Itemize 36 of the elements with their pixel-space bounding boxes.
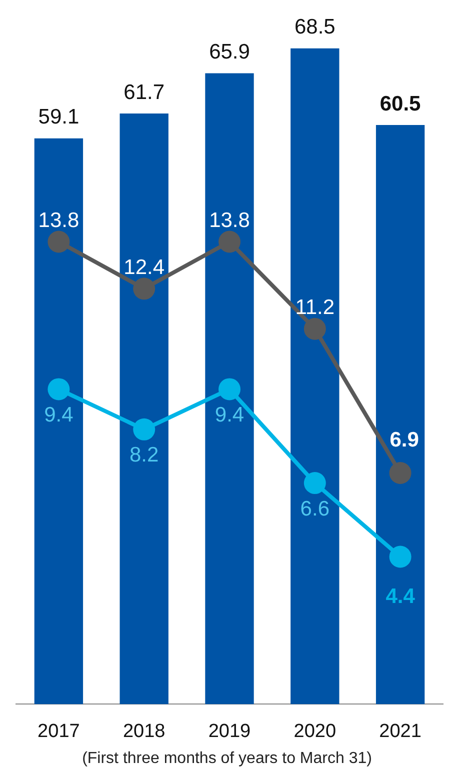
x-tick-label: 2018: [122, 720, 166, 742]
bar: [120, 113, 168, 704]
point: [48, 230, 70, 253]
point: [133, 418, 156, 440]
point: [218, 230, 240, 253]
data-label: 12.4: [124, 256, 165, 279]
data-label: 9.4: [214, 404, 244, 427]
point: [133, 278, 156, 300]
data-label: 6.6: [300, 497, 330, 520]
data-label: 6.9: [390, 428, 419, 452]
data-label: 11.2: [295, 296, 335, 320]
point: [389, 462, 412, 484]
x-tick-label: 2019: [208, 720, 251, 742]
point: [218, 378, 240, 400]
text: (First three months of years to March 31): [81, 750, 373, 768]
data-label: 9.4: [44, 404, 74, 427]
data-label: 68.5: [294, 16, 336, 39]
x-tick-label: 2021: [379, 720, 422, 742]
point: [389, 546, 412, 568]
point: [304, 472, 326, 494]
point: [304, 318, 326, 340]
data-label: 4.4: [386, 585, 416, 608]
data-label: 61.7: [124, 80, 165, 104]
x-tick-label: 2017: [38, 720, 80, 742]
data-label: 59.1: [38, 106, 80, 129]
data-label: 65.9: [209, 40, 250, 64]
data-label: 13.8: [38, 209, 80, 232]
bar: [290, 48, 340, 704]
bar: [34, 138, 84, 704]
bar: [376, 124, 425, 704]
x-tick-label: 2020: [294, 720, 336, 742]
data-label: 8.2: [130, 444, 159, 467]
data-label: 13.8: [209, 209, 250, 232]
bar: [205, 73, 254, 704]
point: [48, 378, 70, 400]
data-label: 60.5: [380, 92, 422, 116]
